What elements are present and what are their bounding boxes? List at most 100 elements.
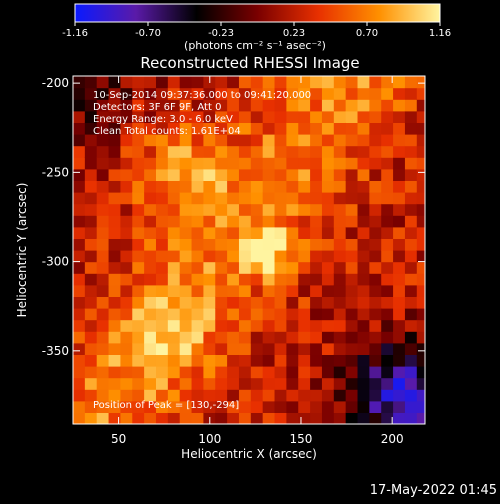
heatmap-cell	[73, 250, 86, 263]
heatmap-cell	[73, 331, 86, 344]
heatmap-cell	[310, 250, 323, 263]
heatmap-cell	[227, 296, 240, 309]
heatmap-cell	[404, 110, 418, 123]
heatmap-cell	[191, 377, 205, 390]
heatmap-cell	[227, 389, 240, 402]
heatmap-cell	[227, 284, 240, 297]
heatmap-cell	[167, 238, 181, 251]
heatmap-cell	[404, 99, 418, 112]
heatmap-cell	[238, 354, 252, 367]
heatmap-cell	[227, 145, 240, 158]
heatmap-cell	[416, 180, 425, 193]
heatmap-cell	[381, 284, 394, 297]
y-axis-label: Heliocentric Y (arcsec)	[15, 183, 29, 318]
heatmap-cell	[298, 389, 311, 402]
heatmap-cell	[274, 122, 287, 135]
heatmap-cell	[298, 354, 311, 367]
heatmap-cell	[404, 273, 418, 286]
heatmap-cell	[215, 180, 228, 193]
heatmap-cell	[179, 389, 193, 402]
heatmap-cell	[404, 238, 418, 251]
heatmap-cell	[167, 180, 181, 193]
heatmap-cell	[132, 331, 145, 344]
heatmap-cell	[321, 250, 335, 263]
heatmap-cell	[96, 296, 110, 309]
heatmap-cell	[227, 157, 240, 170]
heatmap-cell	[298, 319, 311, 332]
heatmap-cell	[191, 342, 205, 355]
heatmap-cell	[215, 273, 228, 286]
heatmap-cell	[381, 319, 394, 332]
heatmap-cell	[84, 412, 98, 424]
heatmap-cell	[393, 134, 406, 147]
heatmap-cell	[227, 203, 240, 216]
heatmap-cell	[144, 377, 157, 390]
heatmap-cell	[286, 261, 299, 274]
heatmap-cell	[132, 192, 145, 205]
heatmap-cell	[298, 122, 311, 135]
heatmap-cell	[84, 250, 98, 263]
heatmap-cell	[286, 319, 299, 332]
heatmap-cell	[215, 250, 228, 263]
heatmap-cell	[381, 203, 394, 216]
heatmap-cell	[298, 250, 311, 263]
heatmap-cell	[298, 366, 311, 379]
heatmap-cell	[191, 273, 205, 286]
heatmap-cell	[120, 412, 133, 424]
heatmap-cell	[144, 134, 157, 147]
heatmap-cell	[120, 354, 133, 367]
heatmap-cell	[73, 99, 86, 112]
heatmap-cell	[416, 203, 425, 216]
heatmap-cell	[345, 203, 359, 216]
heatmap-cell	[310, 377, 323, 390]
heatmap-cell	[132, 238, 145, 251]
heatmap-cell	[321, 76, 335, 89]
heatmap-cell	[404, 87, 418, 100]
heatmap-cell	[108, 412, 122, 424]
heatmap-cell	[84, 180, 98, 193]
heatmap-cell	[179, 168, 193, 181]
heatmap-cell	[274, 400, 287, 413]
heatmap-cell	[345, 99, 359, 112]
heatmap-cell	[416, 226, 425, 239]
heatmap-cell	[250, 168, 264, 181]
heatmap-cell	[262, 261, 276, 274]
heatmap-cell	[96, 215, 110, 228]
heatmap-cell	[84, 308, 98, 321]
heatmap-cell	[203, 319, 216, 332]
heatmap-cell	[108, 238, 122, 251]
heatmap-cell	[345, 76, 359, 89]
heatmap-cell	[250, 284, 264, 297]
heatmap-cell	[84, 203, 98, 216]
heatmap-cell	[321, 87, 335, 100]
heatmap-cell	[191, 145, 205, 158]
heatmap-cell	[84, 192, 98, 205]
heatmap-cell	[108, 389, 122, 402]
heatmap-cell	[393, 354, 406, 367]
heatmap-cell	[144, 226, 157, 239]
heatmap-cell	[167, 87, 181, 100]
heatmap-cell	[191, 366, 205, 379]
heatmap-cell	[416, 342, 425, 355]
heatmap-cell	[262, 250, 276, 263]
heatmap-cell	[262, 76, 276, 89]
heatmap-cell	[321, 342, 335, 355]
heatmap-cell	[310, 203, 323, 216]
heatmap-cell	[144, 296, 157, 309]
heatmap-cell	[262, 99, 276, 112]
heatmap-cell	[155, 412, 169, 424]
heatmap-cell	[73, 192, 86, 205]
heatmap-cell	[120, 273, 133, 286]
heatmap-cell	[274, 110, 287, 123]
heatmap-cell	[310, 168, 323, 181]
heatmap-cell	[73, 203, 86, 216]
heatmap-cell	[357, 76, 370, 89]
x-tick-label: 200	[381, 432, 404, 446]
heatmap-cell	[179, 110, 193, 123]
heatmap-cell	[155, 342, 169, 355]
heatmap-cell	[274, 192, 287, 205]
heatmap-cell	[250, 122, 264, 135]
heatmap-cell	[132, 76, 145, 89]
heatmap-cell	[227, 87, 240, 100]
heatmap-cell	[357, 122, 370, 135]
